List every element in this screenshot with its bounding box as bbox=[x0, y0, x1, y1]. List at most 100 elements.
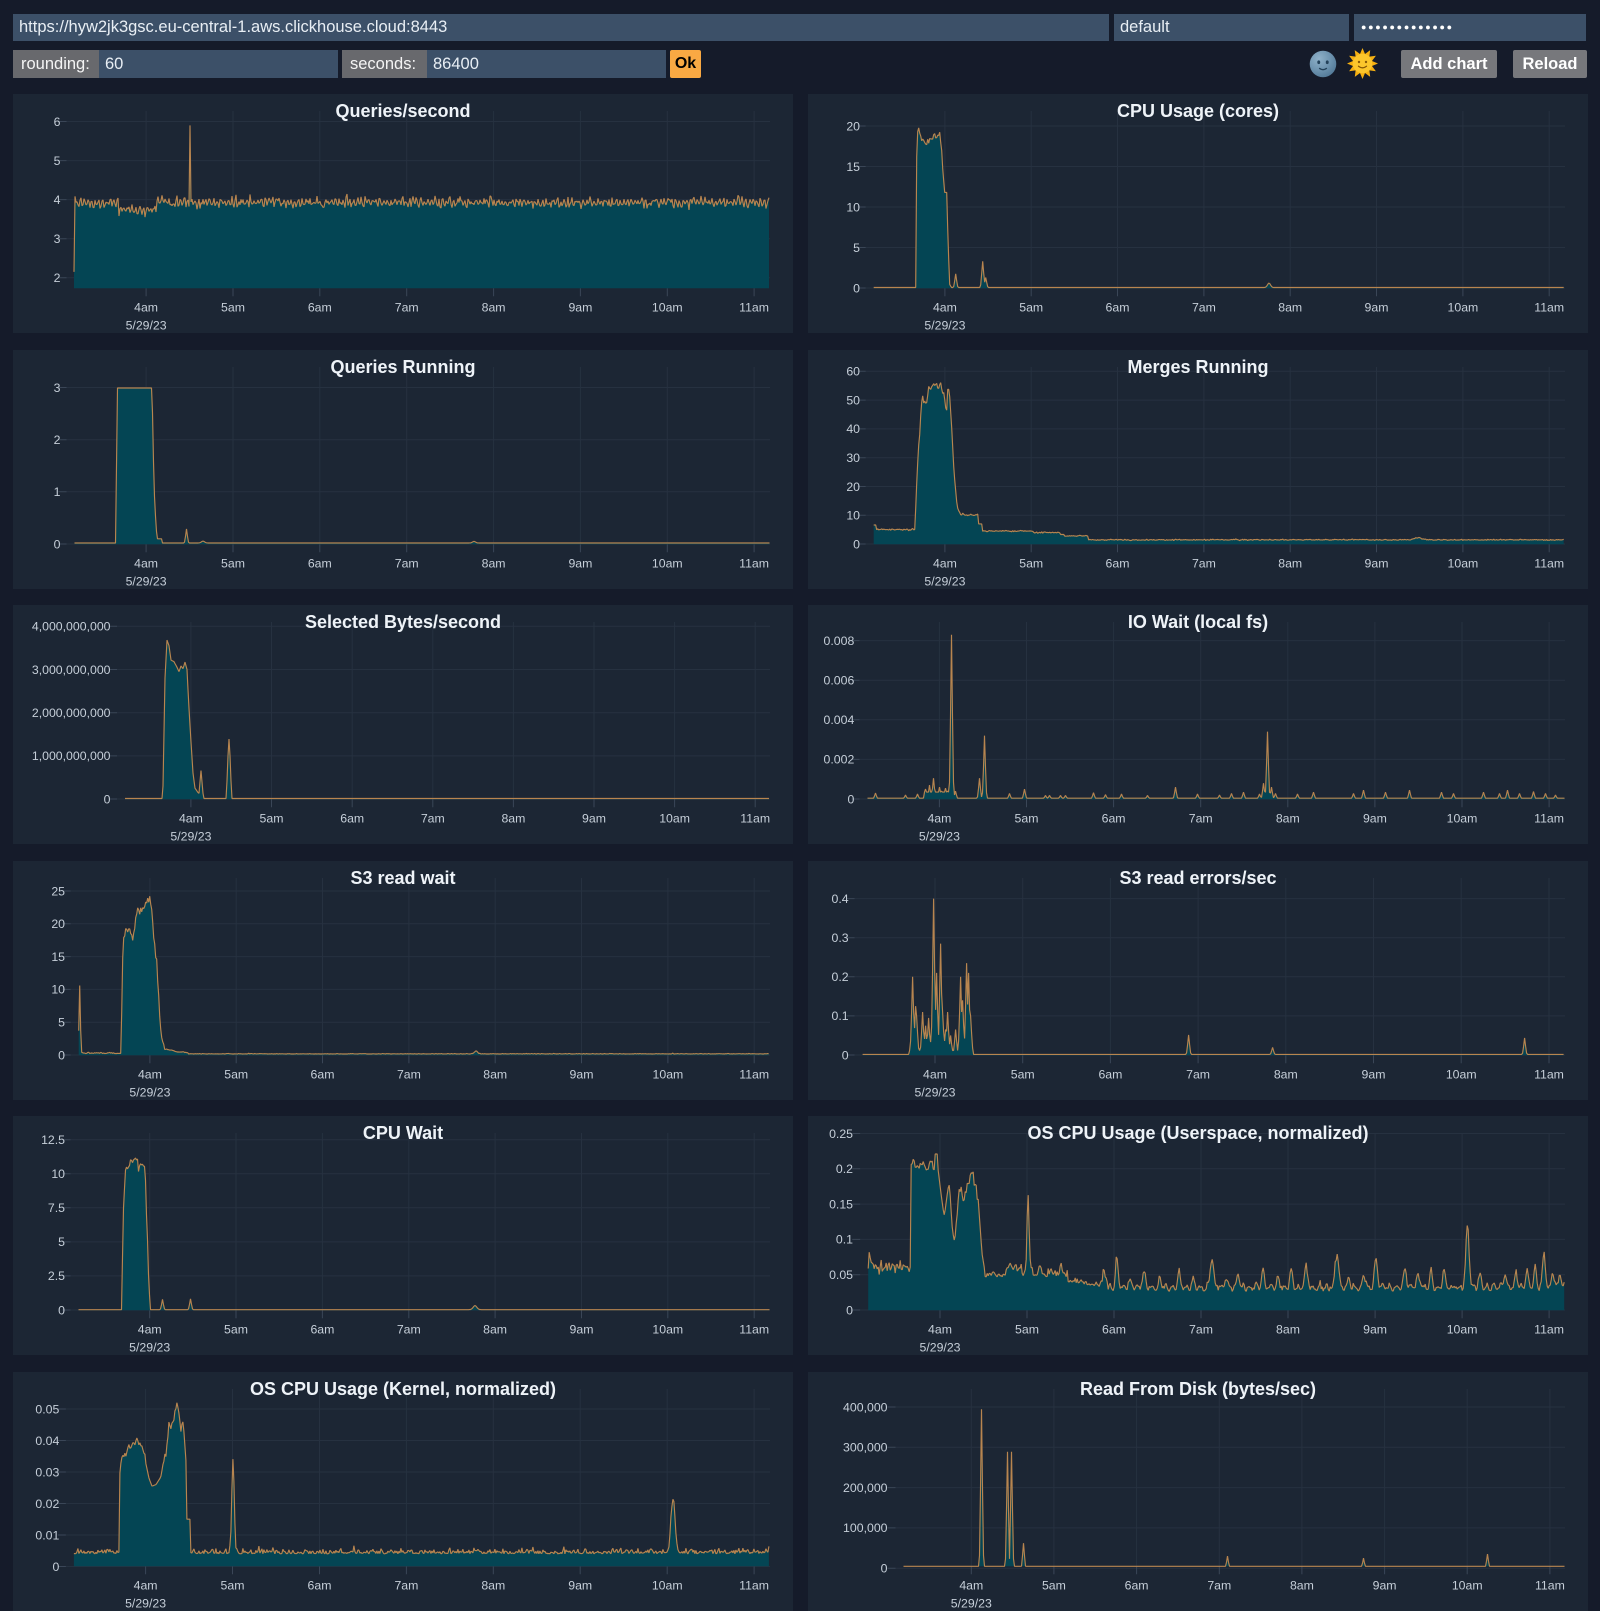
svg-text:9am: 9am bbox=[1365, 301, 1389, 315]
svg-text:5/29/23: 5/29/23 bbox=[919, 830, 960, 844]
svg-text:0.2: 0.2 bbox=[831, 970, 848, 984]
svg-text:CPU Wait: CPU Wait bbox=[363, 1123, 443, 1143]
svg-text:8am: 8am bbox=[1290, 1578, 1314, 1592]
svg-text:8am: 8am bbox=[501, 812, 525, 826]
svg-text:Read From Disk (bytes/sec): Read From Disk (bytes/sec) bbox=[1080, 1379, 1316, 1399]
svg-text:9am: 9am bbox=[568, 301, 592, 315]
svg-text:11am: 11am bbox=[1534, 1323, 1564, 1337]
svg-text:5am: 5am bbox=[1042, 1578, 1066, 1592]
svg-text:11am: 11am bbox=[739, 1323, 769, 1337]
svg-text:6am: 6am bbox=[1106, 301, 1130, 315]
svg-text:0: 0 bbox=[58, 1048, 65, 1062]
svg-text:9am: 9am bbox=[582, 812, 606, 826]
svg-text:6am: 6am bbox=[1125, 1578, 1149, 1592]
svg-text:6am: 6am bbox=[308, 1578, 332, 1592]
svg-text:3,000,000,000: 3,000,000,000 bbox=[32, 663, 111, 677]
svg-text:4am: 4am bbox=[928, 1323, 952, 1337]
svg-text:40: 40 bbox=[846, 422, 860, 436]
svg-text:0.02: 0.02 bbox=[35, 1496, 59, 1510]
svg-text:7am: 7am bbox=[397, 1323, 421, 1337]
svg-text:0.006: 0.006 bbox=[824, 674, 855, 688]
svg-text:2,000,000,000: 2,000,000,000 bbox=[32, 706, 111, 720]
svg-text:10am: 10am bbox=[652, 1578, 683, 1592]
svg-text:5am: 5am bbox=[221, 301, 245, 315]
svg-text:5: 5 bbox=[58, 1235, 65, 1249]
svg-text:11am: 11am bbox=[1534, 556, 1564, 570]
svg-text:4am: 4am bbox=[134, 1578, 158, 1592]
svg-text:10: 10 bbox=[51, 982, 65, 996]
svg-text:5/29/23: 5/29/23 bbox=[924, 574, 965, 588]
svg-text:4am: 4am bbox=[927, 812, 951, 826]
svg-text:11am: 11am bbox=[740, 812, 770, 826]
svg-text:0: 0 bbox=[881, 1561, 888, 1575]
svg-text:25: 25 bbox=[51, 884, 65, 898]
svg-text:7am: 7am bbox=[1186, 1067, 1210, 1081]
svg-text:10am: 10am bbox=[1447, 1323, 1478, 1337]
svg-text:0.01: 0.01 bbox=[35, 1528, 59, 1542]
svg-text:5am: 5am bbox=[260, 812, 284, 826]
svg-text:0.15: 0.15 bbox=[829, 1197, 853, 1211]
svg-text:0: 0 bbox=[842, 1048, 849, 1062]
svg-text:8am: 8am bbox=[1276, 1323, 1300, 1337]
svg-text:4am: 4am bbox=[138, 1323, 162, 1337]
svg-text:7am: 7am bbox=[1189, 812, 1213, 826]
svg-text:4am: 4am bbox=[134, 556, 158, 570]
svg-text:7am: 7am bbox=[395, 301, 419, 315]
svg-text:5am: 5am bbox=[1011, 1067, 1035, 1081]
svg-text:11am: 11am bbox=[1534, 1067, 1564, 1081]
svg-text:10am: 10am bbox=[652, 556, 683, 570]
svg-text:5: 5 bbox=[853, 241, 860, 255]
svg-text:6am: 6am bbox=[1098, 1067, 1122, 1081]
svg-text:6am: 6am bbox=[311, 1067, 335, 1081]
svg-text:5/29/23: 5/29/23 bbox=[951, 1596, 992, 1610]
svg-text:11am: 11am bbox=[1534, 301, 1564, 315]
svg-text:OS CPU Usage (Userspace, norma: OS CPU Usage (Userspace, normalized) bbox=[1027, 1123, 1368, 1143]
svg-text:5am: 5am bbox=[221, 556, 245, 570]
svg-text:5am: 5am bbox=[221, 1578, 245, 1592]
svg-text:11am: 11am bbox=[739, 556, 769, 570]
svg-text:5am: 5am bbox=[224, 1067, 248, 1081]
svg-text:0: 0 bbox=[52, 1559, 59, 1573]
svg-text:6am: 6am bbox=[310, 1323, 334, 1337]
svg-text:5/29/23: 5/29/23 bbox=[129, 1085, 170, 1099]
svg-text:8am: 8am bbox=[1274, 1067, 1298, 1081]
svg-text:5/29/23: 5/29/23 bbox=[126, 574, 167, 588]
svg-text:5: 5 bbox=[54, 154, 61, 168]
svg-text:60: 60 bbox=[846, 364, 860, 378]
svg-text:400,000: 400,000 bbox=[843, 1400, 888, 1414]
svg-text:5/29/23: 5/29/23 bbox=[126, 319, 167, 333]
svg-text:9am: 9am bbox=[570, 1067, 594, 1081]
svg-text:200,000: 200,000 bbox=[843, 1480, 888, 1494]
svg-text:Queries Running: Queries Running bbox=[330, 357, 475, 377]
svg-text:8am: 8am bbox=[483, 1323, 507, 1337]
svg-text:6am: 6am bbox=[1102, 1323, 1126, 1337]
svg-text:50: 50 bbox=[846, 393, 860, 407]
svg-text:11am: 11am bbox=[739, 1067, 769, 1081]
svg-text:10am: 10am bbox=[1446, 1067, 1477, 1081]
svg-text:0.002: 0.002 bbox=[824, 753, 855, 767]
svg-text:OS CPU Usage (Kernel, normaliz: OS CPU Usage (Kernel, normalized) bbox=[250, 1379, 556, 1399]
svg-text:4,000,000,000: 4,000,000,000 bbox=[32, 620, 111, 634]
svg-text:0: 0 bbox=[853, 281, 860, 295]
svg-text:1,000,000,000: 1,000,000,000 bbox=[32, 749, 111, 763]
svg-text:7am: 7am bbox=[1207, 1578, 1231, 1592]
svg-text:9am: 9am bbox=[568, 1578, 592, 1592]
svg-text:S3 read errors/sec: S3 read errors/sec bbox=[1119, 868, 1276, 888]
svg-text:8am: 8am bbox=[1278, 301, 1302, 315]
svg-text:7.5: 7.5 bbox=[48, 1201, 65, 1215]
svg-text:9am: 9am bbox=[568, 556, 592, 570]
svg-text:8am: 8am bbox=[481, 1578, 505, 1592]
svg-text:0.04: 0.04 bbox=[35, 1433, 59, 1447]
svg-text:10am: 10am bbox=[1452, 1578, 1483, 1592]
svg-text:30: 30 bbox=[846, 451, 860, 465]
svg-text:7am: 7am bbox=[421, 812, 445, 826]
svg-text:20: 20 bbox=[51, 917, 65, 931]
svg-text:5am: 5am bbox=[1019, 301, 1043, 315]
svg-text:6am: 6am bbox=[308, 556, 332, 570]
svg-text:Merges Running: Merges Running bbox=[1127, 357, 1268, 377]
svg-text:11am: 11am bbox=[739, 1578, 769, 1592]
svg-text:5am: 5am bbox=[224, 1323, 248, 1337]
svg-text:9am: 9am bbox=[1373, 1578, 1397, 1592]
svg-text:9am: 9am bbox=[1362, 1067, 1386, 1081]
svg-text:0.05: 0.05 bbox=[35, 1402, 59, 1416]
